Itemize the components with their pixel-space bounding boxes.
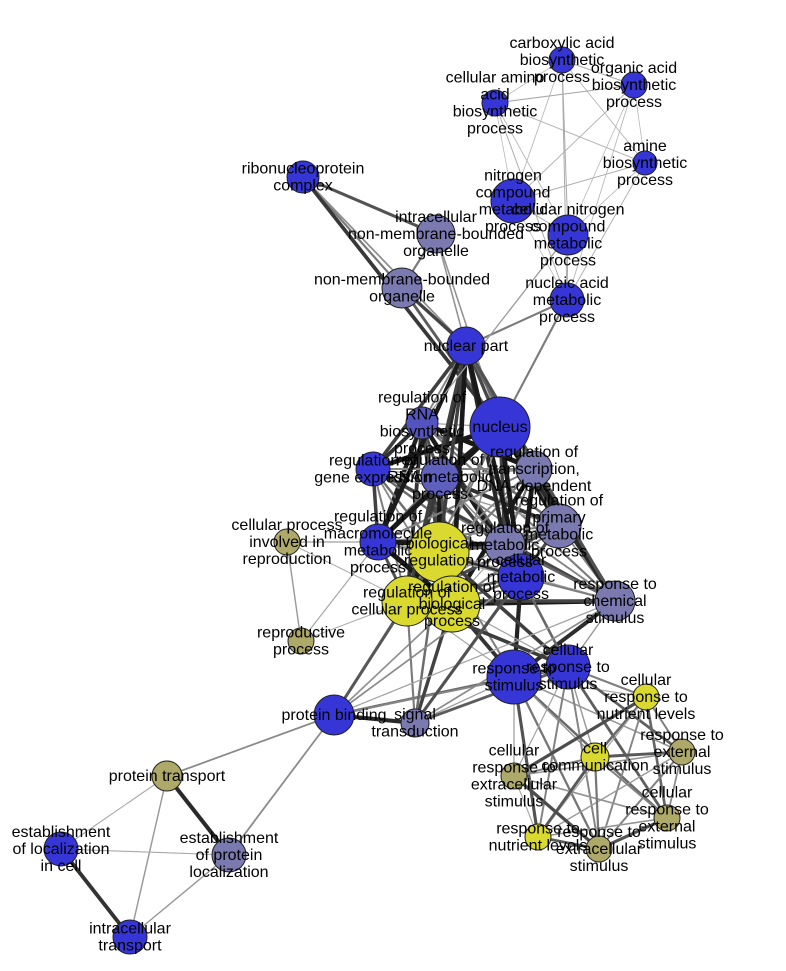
svg-text:protein transport: protein transport <box>109 768 226 785</box>
svg-text:nuclear part: nuclear part <box>424 338 509 355</box>
svg-text:nucleus: nucleus <box>472 419 527 436</box>
svg-text:protein binding: protein binding <box>282 707 387 724</box>
